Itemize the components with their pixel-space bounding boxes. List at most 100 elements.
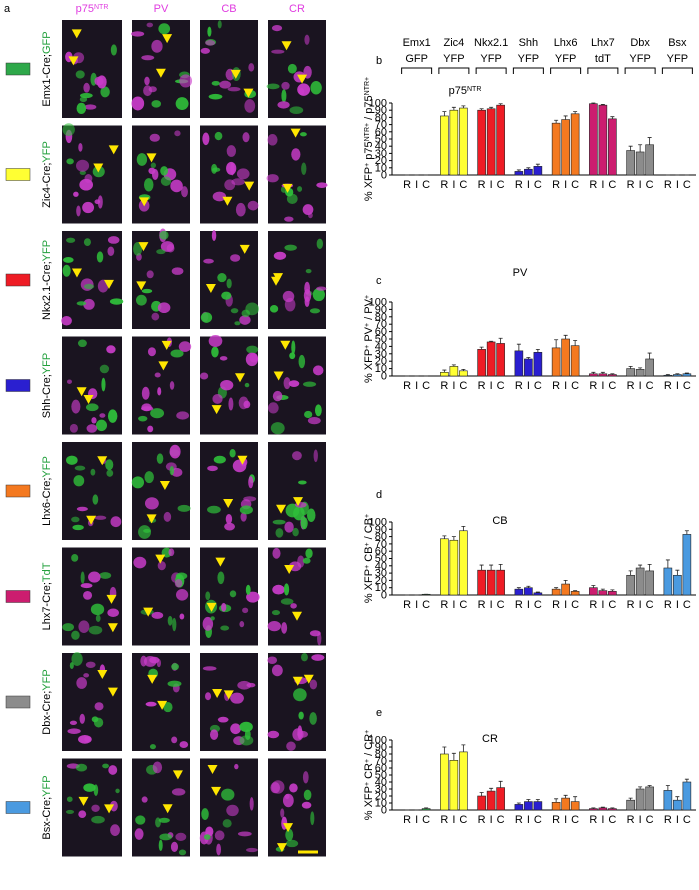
green-cell xyxy=(211,80,220,86)
error-bar xyxy=(647,137,652,145)
magenta-cell xyxy=(284,793,290,800)
genotype-name: Shh xyxy=(519,37,539,49)
micrograph xyxy=(132,547,190,646)
chart-title: CR xyxy=(482,733,498,745)
green-cell xyxy=(203,834,211,840)
magenta-cell xyxy=(83,591,93,600)
bar-label: I xyxy=(639,179,642,191)
bar-label: C xyxy=(646,380,654,392)
magenta-cell xyxy=(237,680,252,690)
magenta-cell xyxy=(205,826,214,837)
bar xyxy=(663,374,673,377)
magenta-cell xyxy=(225,513,233,525)
magenta-cell xyxy=(152,761,163,774)
bar xyxy=(635,567,645,596)
green-cell xyxy=(309,308,321,314)
text-part: % XFP xyxy=(363,167,375,201)
arrowhead xyxy=(97,456,108,466)
green-cell xyxy=(310,80,322,95)
y-tick-label: 50 xyxy=(375,134,387,146)
error-bar xyxy=(675,569,680,576)
green-cell xyxy=(211,346,219,358)
superscript: NTR xyxy=(94,4,108,11)
arrowhead xyxy=(243,88,254,98)
error-bar xyxy=(479,792,484,796)
y-tick-label: 50 xyxy=(375,553,387,565)
bar xyxy=(514,804,524,811)
arrowhead xyxy=(276,843,287,853)
bar-label: I xyxy=(452,814,455,826)
magenta-cell xyxy=(88,571,101,583)
text-part: Bsx-Cre; xyxy=(41,797,53,840)
text-part: CR xyxy=(289,3,305,15)
bar xyxy=(477,109,486,176)
y-axis-label: % XFP+ p75NTR+ / p75NTR+ xyxy=(363,77,375,201)
text-part: p75 xyxy=(449,85,467,97)
y-tick-label: 40 xyxy=(375,777,387,789)
bar xyxy=(635,151,645,176)
bar xyxy=(496,569,505,596)
micrograph xyxy=(268,231,327,329)
arrowhead xyxy=(205,284,216,294)
magenta-cell xyxy=(181,186,188,198)
magenta-cell xyxy=(205,40,216,46)
green-cell xyxy=(66,455,78,465)
bar-label: C xyxy=(534,179,542,191)
bar-label: C xyxy=(608,814,616,826)
error-bar xyxy=(461,744,466,752)
micrograph xyxy=(200,653,258,751)
bar xyxy=(533,801,543,811)
arrowhead xyxy=(76,387,87,397)
row-label: Dbx-Cre;YFP xyxy=(41,669,53,734)
bar xyxy=(459,370,468,377)
bar xyxy=(663,567,673,596)
color-swatch xyxy=(5,62,31,76)
bar xyxy=(533,166,543,176)
magenta-cell xyxy=(235,202,246,217)
bar xyxy=(589,587,598,596)
arrowhead xyxy=(211,405,222,415)
arrowhead xyxy=(162,804,173,814)
green-cell xyxy=(285,828,294,842)
error-bar xyxy=(600,806,605,808)
bar xyxy=(608,808,617,811)
green-cell xyxy=(93,784,99,796)
bar-label: I xyxy=(639,380,642,392)
error-bar xyxy=(554,119,559,124)
row-label: Zic4-Cre;YFP xyxy=(41,141,53,208)
green-cell xyxy=(96,251,104,263)
green-cell xyxy=(271,609,281,616)
bar xyxy=(645,358,654,377)
bar-label: I xyxy=(676,599,679,611)
text-part: p75 xyxy=(363,141,375,162)
green-cell xyxy=(66,158,74,165)
bar-label: R xyxy=(552,179,560,191)
magenta-cell xyxy=(69,423,78,433)
bar-label: C xyxy=(534,380,542,392)
green-cell xyxy=(149,744,156,750)
error-bar xyxy=(591,585,596,588)
error-bar xyxy=(638,564,643,568)
bar xyxy=(682,781,692,811)
arrowhead xyxy=(103,279,114,289)
text-part: Emx1-Cre; xyxy=(41,54,53,107)
arrowhead xyxy=(162,34,173,44)
green-cell xyxy=(135,815,146,825)
magenta-cell xyxy=(76,677,87,689)
green-cell xyxy=(79,92,93,99)
error-bar xyxy=(535,163,540,167)
error-bar xyxy=(573,340,578,346)
arrowhead xyxy=(68,56,79,66)
micrograph xyxy=(132,653,190,751)
error-bar xyxy=(554,339,559,348)
bar-label: I xyxy=(490,814,493,826)
genotype-reporter: GFP xyxy=(405,53,428,65)
bar-label: R xyxy=(552,380,560,392)
magenta-cell xyxy=(230,692,244,704)
magenta-cell xyxy=(69,720,78,726)
green-cell xyxy=(304,410,313,419)
magenta-cell xyxy=(174,579,183,588)
bracket xyxy=(624,67,656,74)
text-part: / PV xyxy=(363,298,375,323)
bar xyxy=(440,371,449,377)
